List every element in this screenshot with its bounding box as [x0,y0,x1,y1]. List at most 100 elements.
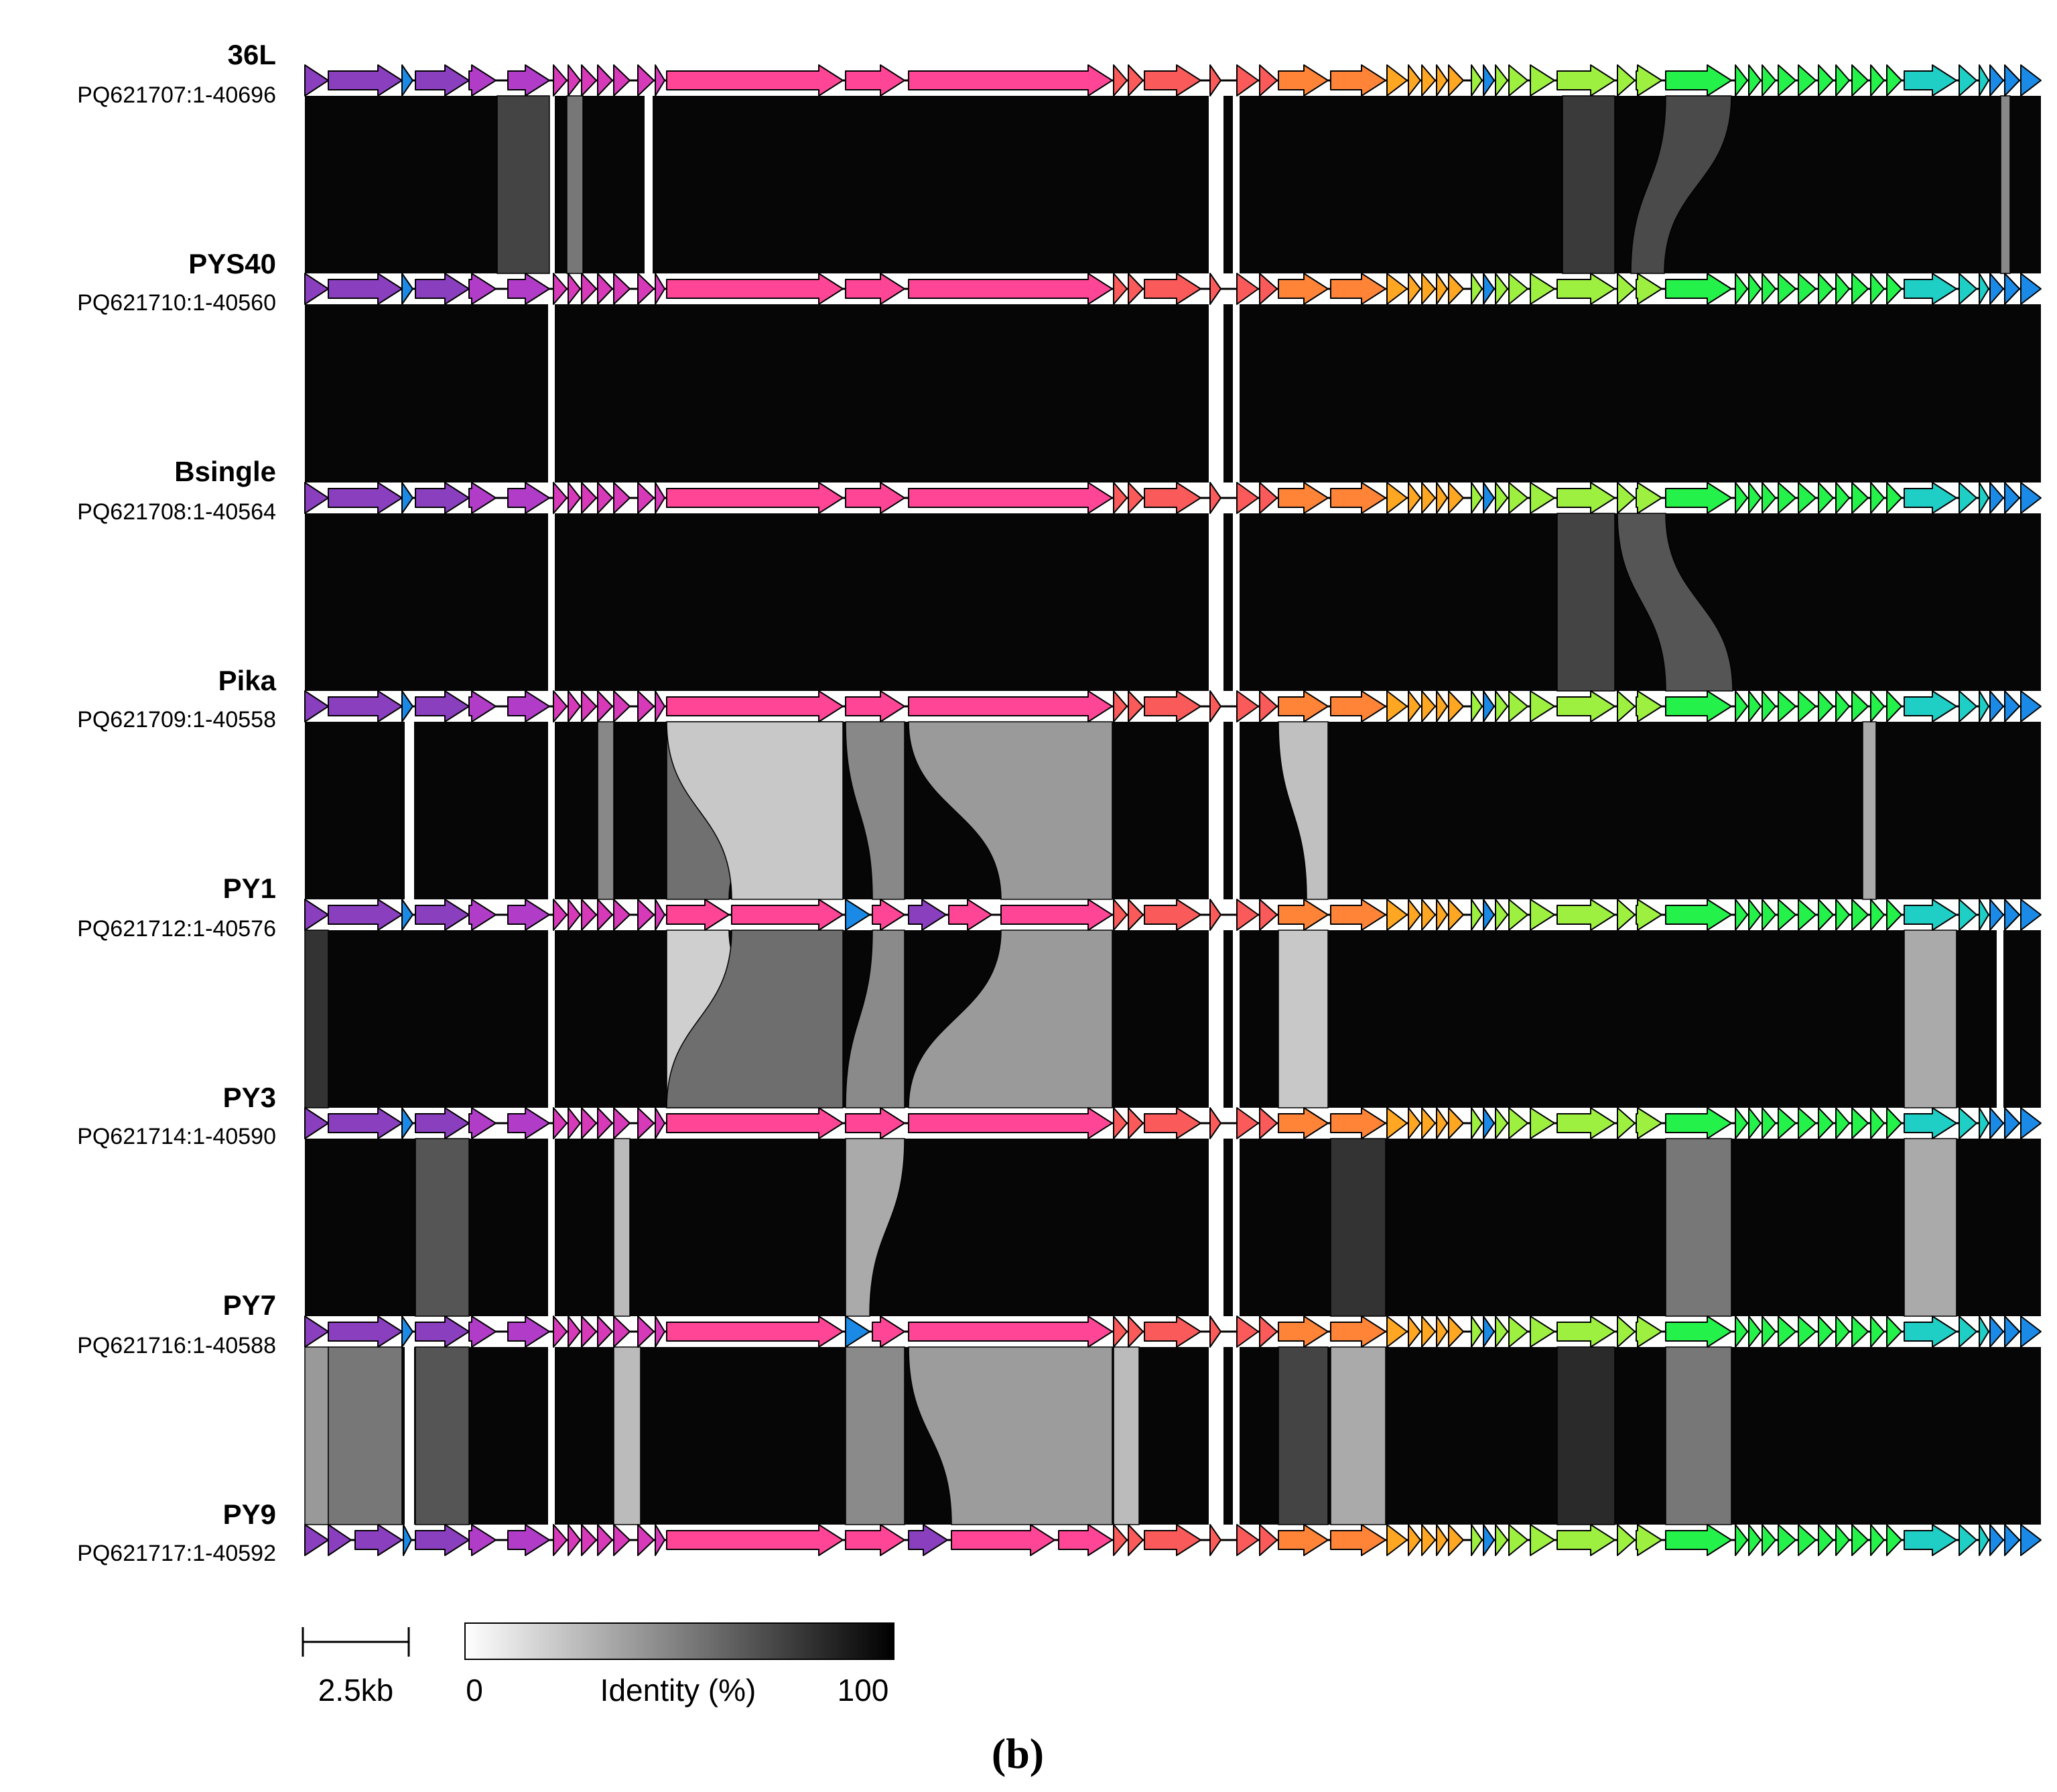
identity-gap [548,1139,555,1316]
identity-link [1904,930,1957,1108]
identity-link [845,1346,905,1525]
gene-arrow [655,1316,665,1348]
gene-arrow [637,1316,655,1348]
identity-gap [1997,930,2003,1108]
gene-arrow [1448,1524,1464,1556]
gene-arrow [328,482,403,514]
gene-arrow [1904,273,1957,305]
gene-arrow [1278,899,1329,931]
gene-arrow [1483,1107,1495,1139]
gene-arrow [1471,899,1483,931]
gene-arrow [401,273,413,305]
genome-name: PY9 [223,1498,276,1530]
gene-arrow [1144,1524,1201,1556]
gene-arrow [1851,1107,1869,1139]
gene-arrow [666,1316,844,1348]
gene-arrow [1989,1524,2004,1556]
identity-link [666,930,844,1108]
gene-arrow [1851,690,1869,722]
gene-arrow [468,1524,496,1556]
gene-arrow [1144,482,1201,514]
gene-arrow [1386,273,1408,305]
gene-arrow [1798,273,1816,305]
gene-arrow [1408,899,1421,931]
gene-arrow [507,1316,550,1348]
gene-arrow [507,64,550,97]
identity-gap [1209,722,1223,899]
identity-link [415,1138,470,1317]
genome-name: PY1 [223,873,276,904]
gene-arrow [1259,482,1278,514]
identity-link [1630,95,1732,274]
gene-arrow [1870,64,1885,97]
gene-arrow [1386,899,1408,931]
identity-gap [405,1347,414,1525]
gene-arrow [1556,899,1615,931]
gene-arrow [2020,690,2042,722]
gene-arrow [1278,482,1329,514]
gene-arrow [1471,273,1483,305]
gene-arrow [1636,482,1662,514]
gene-arrow [1979,1107,1989,1139]
identity-link [666,721,844,900]
gene-arrow [1762,899,1776,931]
gene-arrow [1508,64,1528,97]
gene-arrow [1617,1107,1636,1139]
genome-label-36l: 36L PQ621707:1-40696 [77,39,276,108]
gene-arrow [1979,690,1989,722]
identity-links [304,95,2041,1525]
gene-arrow [568,482,581,514]
gene-arrow [637,273,655,305]
gene-arrow [1448,899,1464,931]
gene-arrow [1904,482,1957,514]
gene-arrow [354,1524,403,1556]
gene-arrow [1762,1524,1776,1556]
gene-arrow [2020,1107,2042,1139]
gene-arrow [1508,482,1528,514]
gene-arrow [1735,1524,1748,1556]
identity-link-band [305,96,2041,273]
gene-arrow [507,482,550,514]
gene-arrow [1870,1316,1885,1348]
gene-arrow [1979,482,1989,514]
gene-arrow [908,1107,1113,1139]
identity-link [1330,1138,1386,1317]
genome-track-pys40 [304,273,2042,305]
identity-link [1330,1346,1386,1525]
gene-arrow [2004,64,2020,97]
gene-arrow [1959,482,1977,514]
gene-arrow [1636,1107,1662,1139]
gene-arrow [666,1524,844,1556]
identity-link-band [305,930,2041,1108]
gene-arrow [1748,899,1762,931]
gene-arrow [1330,1107,1386,1139]
genome-track-py7 [304,1316,2042,1348]
gene-arrow [304,690,329,722]
gene-arrow [1735,690,1748,722]
identity-link [1278,1346,1329,1525]
gene-arrow [507,1524,550,1556]
genome-label-pika: Pika PQ621709:1-40558 [77,665,276,732]
gene-arrow [1508,273,1528,305]
identity-link [1862,721,1877,900]
gene-arrow [1762,64,1776,97]
genome-tracks [304,64,2042,1556]
gene-arrow [1556,1524,1615,1556]
identity-link [2000,95,2011,274]
gene-arrow [1959,273,1977,305]
gene-arrow [1530,1107,1555,1139]
genome-name: PYS40 [188,248,276,279]
identity-link-band [305,304,2041,483]
gene-arrow [1495,1524,1508,1556]
gene-arrow [1278,690,1329,722]
gene-arrow [1748,64,1762,97]
gene-arrow [1636,899,1662,931]
gene-arrow [401,899,413,931]
gene-arrow [1617,64,1636,97]
gene-arrow [468,899,496,931]
gene-arrow [468,64,496,97]
gene-arrow [845,482,905,514]
gene-arrow [1959,1107,1977,1139]
gene-arrow [1530,64,1555,97]
gene-arrow [401,482,413,514]
